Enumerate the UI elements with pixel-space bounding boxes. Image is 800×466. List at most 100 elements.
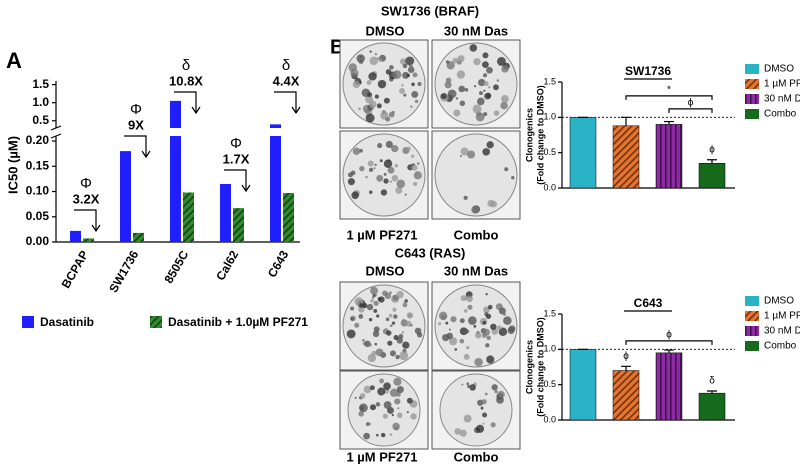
colony (369, 385, 375, 391)
colony (351, 191, 359, 200)
chart-title: SW1736 (625, 64, 671, 78)
colony (471, 205, 480, 214)
colony (493, 84, 499, 91)
colony (444, 81, 452, 89)
colony (449, 337, 458, 346)
colony (389, 324, 393, 328)
x-tick-label: SW1736 (106, 248, 141, 295)
colony (395, 427, 399, 431)
colony (404, 299, 408, 303)
colony (501, 65, 509, 73)
colony (496, 396, 504, 404)
colony (393, 314, 398, 319)
annotation-arrow (124, 135, 151, 159)
annotation-arrow (74, 209, 101, 233)
colony (454, 348, 458, 351)
colony (377, 79, 387, 89)
colony (402, 71, 410, 79)
colony (358, 314, 364, 319)
panel-label: A (6, 48, 22, 73)
colony (475, 112, 485, 122)
legend-swatch (22, 316, 34, 328)
colony (373, 308, 378, 313)
colony (416, 332, 423, 338)
annotation-arrow (174, 91, 201, 115)
colony (448, 328, 451, 331)
colony (396, 412, 403, 419)
colony (377, 387, 386, 396)
colony (369, 190, 373, 194)
colony (411, 154, 415, 158)
colony (410, 413, 417, 420)
colony (359, 403, 368, 413)
colony (369, 422, 372, 426)
y-tick-label: 0.5 (543, 379, 556, 389)
legend-label: 30 nM Das (764, 326, 800, 337)
bar (569, 349, 597, 421)
bar (698, 392, 726, 421)
colony (469, 384, 476, 391)
colony (352, 147, 361, 155)
colony (476, 330, 480, 334)
colony (391, 145, 399, 153)
y-axis-label: Clonogenics (524, 108, 534, 162)
colony (367, 160, 374, 167)
colony (379, 159, 383, 163)
colony (490, 422, 496, 428)
x-tick-label: Cal62 (213, 248, 241, 283)
colony (371, 350, 377, 356)
x-tick-label: BCPAP (59, 248, 92, 291)
colony (354, 396, 357, 399)
error-bar (664, 349, 674, 353)
annotation-symbol: δ (282, 57, 290, 74)
colony (450, 316, 457, 323)
colony (366, 80, 372, 86)
colony (486, 355, 495, 364)
colony (395, 186, 403, 194)
colony (491, 384, 498, 391)
bar (120, 151, 131, 242)
colony (366, 303, 374, 311)
colony (365, 422, 370, 427)
bar (655, 352, 683, 421)
colony (404, 193, 407, 196)
colony (490, 323, 497, 330)
annotation-label: 1.7X (223, 151, 250, 166)
annotation: ϕ (666, 329, 672, 340)
colony (391, 174, 399, 182)
colony (461, 383, 464, 386)
colony (406, 73, 410, 78)
colony (414, 99, 419, 104)
colony (359, 393, 366, 399)
y-tick-label: 0.20 (26, 133, 50, 147)
y-tick-label: 1.5 (543, 308, 556, 318)
y-axis-label: (Fold change to DMSO) (535, 317, 545, 417)
colony (375, 348, 384, 357)
colony (362, 338, 365, 342)
colony (458, 85, 466, 93)
colony (382, 413, 388, 419)
bar (569, 117, 597, 189)
colony (358, 306, 365, 313)
bar (698, 163, 726, 189)
colony (475, 332, 482, 339)
annotation-label: 3.2X (73, 191, 100, 206)
colony (376, 174, 384, 182)
legend-label: Dasatinib + 1.0µM PF271 (168, 315, 308, 329)
colony (457, 55, 465, 63)
colony (401, 83, 404, 87)
colony (482, 52, 489, 59)
colony (463, 195, 468, 200)
colony (396, 179, 406, 189)
colony (413, 171, 422, 180)
colony (501, 94, 509, 103)
bar (183, 192, 194, 242)
colony (409, 323, 413, 327)
legend-swatch (745, 326, 759, 336)
annotation-symbol: Φ (230, 135, 242, 152)
annotation-label: 4.4X (273, 73, 300, 88)
colony (483, 81, 489, 87)
colony (399, 351, 409, 361)
colony (447, 89, 457, 99)
y-tick-label: 1.5 (32, 77, 49, 91)
